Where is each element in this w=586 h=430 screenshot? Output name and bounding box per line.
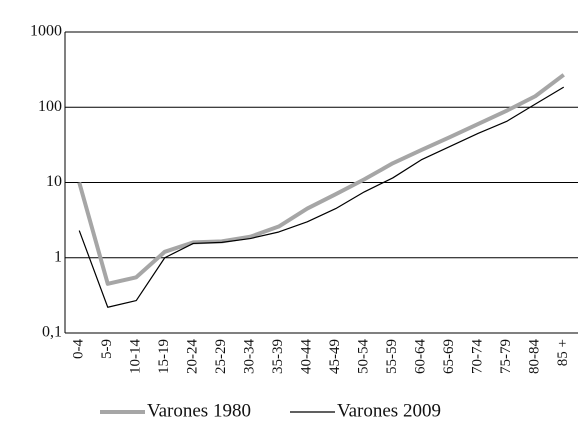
x-tick-label: 0-4 [71,339,87,359]
legend-label: Varones 1980 [147,400,251,421]
x-tick-label: 5-9 [99,339,115,359]
series-line [77,73,565,286]
x-tick-label: 45-49 [327,339,343,374]
y-tick-label: 1 [54,248,62,265]
y-tick-label: 1000 [30,23,62,40]
x-tick-label: 10-14 [128,339,144,374]
x-tick-label: 30-34 [242,339,258,374]
x-tick-label: 70-74 [470,339,486,374]
x-tick-label: 85 + [555,339,571,366]
x-tick-label: 65-69 [441,339,457,374]
x-tick-label: 25-29 [213,339,229,374]
legend-label: Varones 2009 [337,400,441,421]
x-tick-label: 15-19 [156,339,172,374]
y-tick-label: 100 [38,98,62,115]
x-tick-label: 35-39 [270,339,286,374]
y-tick-label: 0,1 [42,324,62,341]
series-line [78,86,565,308]
x-tick-label: 55-59 [384,339,400,374]
x-tick-label: 50-54 [356,339,372,374]
x-tick-label: 60-64 [413,339,429,374]
x-tick-label: 20-24 [185,339,201,374]
y-tick-label: 10 [46,173,62,190]
x-tick-label: 75-79 [498,339,514,374]
x-tick-label: 80-84 [527,339,543,374]
x-tick-label: 40-44 [299,339,315,374]
